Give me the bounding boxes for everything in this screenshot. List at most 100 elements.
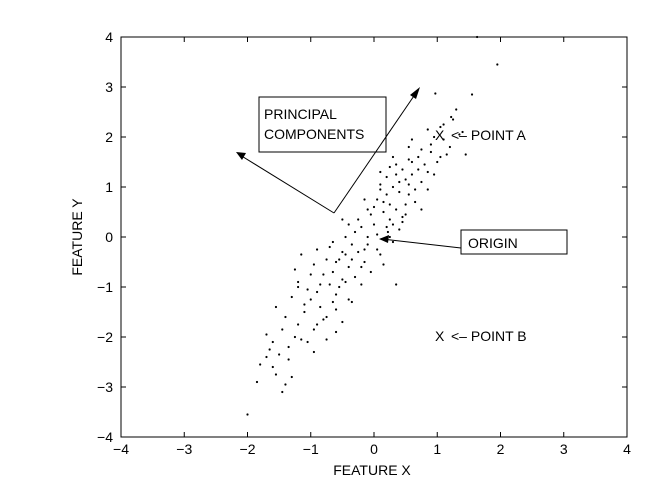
x-tick-label: −3 [176,441,192,457]
data-point [434,92,437,95]
data-point [281,328,284,331]
data-point [265,333,268,336]
data-point [319,305,322,309]
data-point [360,265,363,269]
data-point [439,125,442,129]
data-point [386,230,390,234]
point-b-marker: X [435,328,445,344]
origin-box [460,229,568,255]
data-point [451,118,455,121]
y-tick-label: 4 [105,29,113,45]
data-point [341,278,344,281]
data-point [376,198,379,201]
data-point [475,35,479,39]
data-point [445,153,448,156]
data-point [315,248,319,251]
data-point [448,145,451,149]
data-point [366,243,369,246]
data-point [410,173,414,176]
data-point [347,265,350,269]
data-point [398,190,401,194]
x-axis-label: FEATURE X [333,462,411,478]
data-point [382,263,385,266]
data-point [293,268,297,271]
ticks: −4 −3 −2 −1 0 1 2 3 4 4 3 2 1 0 −1 −2 −3 −4 [97,29,631,457]
data-point [353,230,357,234]
data-point [322,273,325,276]
data-point [363,198,366,201]
data-point [325,315,328,319]
data-point [404,213,407,216]
principal-components-label-line2: COMPONENTS [264,126,364,142]
data-point [432,135,436,139]
principal-components-label-line1: PRINCIPAL [264,106,337,122]
data-point [376,248,379,251]
data-point [442,138,445,141]
annotations: PRINCIPAL COMPONENTS ORIGIN X <– POINT A… [236,87,568,344]
data-point [442,123,445,126]
data-point [303,303,306,306]
data-point [271,340,274,344]
data-point [271,365,274,369]
data-point [287,345,290,349]
data-point [464,153,467,156]
data-point [306,340,309,344]
principal-component-arrow-2 [236,152,335,214]
data-point [312,328,316,331]
data-point [455,108,458,111]
data-point [423,163,426,166]
data-point [309,273,312,276]
data-point [388,235,391,239]
data-point [391,240,395,244]
data-point [293,335,297,339]
y-tick-label: 1 [105,179,113,195]
data-point [404,178,407,181]
data-point [334,293,338,296]
data-point [290,375,293,379]
data-point [379,170,382,174]
x-tick-label: 0 [370,441,378,457]
data-point [398,180,401,184]
data-point [344,280,347,284]
data-point [426,128,429,131]
data-point [372,205,376,209]
data-point [284,383,287,386]
data-point [470,93,474,96]
y-tick-label: −4 [97,429,113,445]
data-point [391,155,395,159]
data-point [360,283,363,286]
y-tick-label: −1 [97,279,113,295]
y-tick-label: 0 [105,229,113,245]
data-point [334,308,338,311]
x-tick-label: 1 [433,441,441,457]
point-a-marker: X [435,127,445,143]
data-point [347,223,350,226]
data-point [328,245,331,249]
data-point [414,200,417,204]
y-tick-label: 2 [105,129,113,145]
data-point [312,263,316,266]
data-point [410,160,414,164]
data-point [385,193,388,196]
data-point [331,240,334,244]
data-point [344,235,347,239]
data-point [420,208,423,211]
data-point [357,218,360,221]
data-point [391,223,395,226]
data-point [357,250,360,254]
data-point [306,288,309,291]
data-point [376,233,379,236]
data-point [426,188,429,191]
data-point [312,350,316,354]
data-point [401,220,404,224]
data-point [391,185,395,189]
principal-components-box [258,96,387,153]
data-point [344,253,347,256]
data-point [417,155,420,159]
data-point [429,143,433,146]
data-point [281,390,284,394]
data-point [372,223,376,226]
data-point [297,280,300,284]
data-point [331,270,334,274]
data-point [278,353,281,356]
